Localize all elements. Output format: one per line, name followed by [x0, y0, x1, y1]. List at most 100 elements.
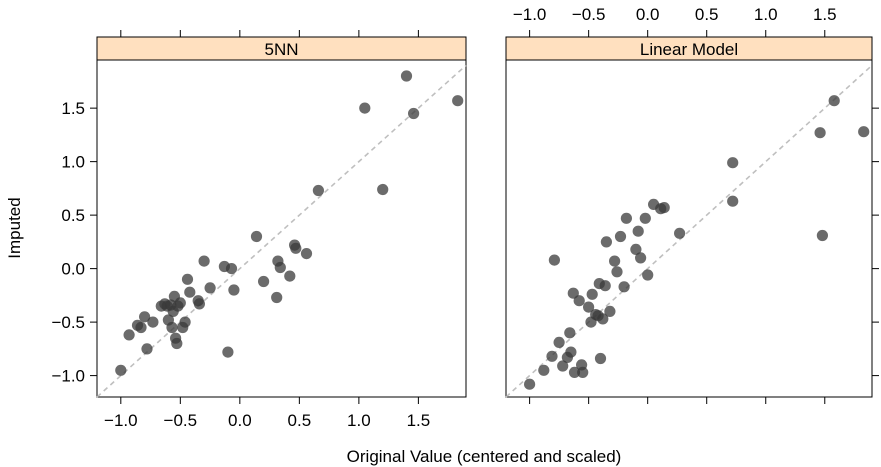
x-axis-top-ticks: [120, 30, 419, 37]
identity-reference-line: [505, 64, 873, 398]
x-tick-label-top: 0.5: [695, 5, 719, 24]
data-point: [452, 95, 464, 107]
data-point: [135, 321, 147, 334]
data-point: [139, 311, 151, 323]
identity-reference-line: [96, 64, 467, 398]
data-point: [658, 202, 670, 214]
data-point: [630, 243, 642, 255]
reference-line-group: [505, 64, 873, 398]
x-axis-top-ticks: −1.0 −0.5 0.0 0.5 1.0 1.5: [513, 5, 837, 37]
data-point: [312, 184, 324, 197]
data-point: [858, 126, 870, 138]
data-point: [609, 255, 621, 267]
data-point: [611, 266, 623, 278]
data-point: [377, 183, 389, 196]
points-group: [115, 70, 464, 376]
data-point: [577, 366, 589, 378]
data-point: [642, 269, 654, 281]
data-point: [359, 102, 371, 114]
data-point: [620, 212, 633, 224]
data-point: [632, 225, 644, 237]
data-point: [538, 364, 550, 376]
x-tick-label-top: −0.5: [572, 5, 606, 24]
y-tick-label: −1.0: [51, 367, 85, 386]
data-point: [174, 297, 186, 309]
data-point: [222, 346, 234, 358]
plot-area: [505, 59, 873, 398]
data-point: [300, 248, 313, 260]
data-point: [814, 127, 826, 139]
x-tick-label: 0.5: [288, 411, 312, 430]
data-point: [635, 252, 647, 264]
y-tick-label: 0.0: [61, 260, 85, 279]
data-point: [290, 242, 302, 254]
data-point: [284, 270, 296, 282]
x-tick-label: −0.5: [164, 411, 198, 430]
y-tick-label: 1.5: [61, 99, 85, 118]
data-point: [604, 305, 616, 317]
data-point: [828, 95, 840, 107]
x-tick-label: 1.0: [347, 411, 371, 430]
data-point: [674, 227, 686, 239]
x-tick-label-top: 1.5: [813, 5, 837, 24]
data-point: [600, 236, 613, 248]
data-point: [565, 346, 577, 358]
data-point: [274, 261, 286, 274]
data-point: [564, 327, 576, 339]
x-tick-label: −1.0: [104, 411, 138, 430]
data-point: [225, 263, 238, 275]
panel-linear-model: Linear Model −1.0 −0.5 0.0 0.5 1.0 1.5: [505, 5, 879, 404]
x-tick-label-top: −1.0: [513, 5, 547, 24]
data-point: [553, 336, 565, 348]
x-tick-label-top: 0.0: [636, 5, 660, 24]
data-point: [400, 70, 413, 82]
y-tick-label: 1.0: [61, 153, 85, 172]
data-point: [171, 337, 183, 350]
x-axis-bottom-ticks: −1.0 −0.5 0.0 0.5 1.0 1.5: [104, 397, 430, 430]
data-point: [614, 230, 627, 243]
data-point: [184, 286, 196, 298]
x-tick-label: 1.5: [407, 411, 431, 430]
data-point: [250, 230, 263, 243]
data-point: [557, 360, 569, 372]
data-point: [618, 281, 630, 293]
x-tick-label-top: 1.0: [754, 5, 778, 24]
y-axis-right-ticks: [872, 107, 879, 377]
data-point: [727, 195, 739, 207]
data-point: [166, 321, 178, 334]
panel-title: Linear Model: [640, 40, 738, 59]
data-point: [258, 275, 270, 288]
data-point: [181, 273, 194, 285]
points-group: [524, 95, 870, 390]
data-point: [639, 212, 651, 224]
data-point: [271, 291, 283, 304]
plot-area: [96, 59, 467, 398]
data-point: [583, 301, 595, 313]
data-point: [123, 329, 135, 341]
data-point: [115, 364, 127, 376]
reference-line-group: [96, 64, 467, 398]
data-point: [193, 298, 205, 310]
y-axis-left-ticks: −1.0 −0.5 0.0 0.5 1.0 1.5: [51, 99, 97, 386]
y-axis-title: Imputed: [5, 197, 24, 258]
data-point: [599, 280, 611, 292]
data-point: [179, 316, 191, 328]
data-point: [573, 295, 585, 307]
data-point: [546, 350, 558, 362]
data-point: [204, 282, 216, 294]
x-axis-title: Original Value (centered and scaled): [347, 447, 622, 466]
data-point: [198, 255, 210, 267]
data-point: [567, 287, 579, 299]
y-tick-label: 0.5: [61, 206, 85, 225]
data-point: [141, 343, 153, 355]
panel-5nn: 5NN −1.0 −0.5 0.0 0.5 1.0 1.5 −1.0 −0.5 0.0 0.5 1…: [51, 30, 467, 430]
x-axis-bottom-ticks: [529, 397, 826, 404]
data-point: [524, 378, 536, 390]
data-point: [568, 366, 581, 378]
data-point: [147, 316, 159, 328]
data-point: [594, 352, 607, 365]
data-point: [586, 288, 598, 300]
data-point: [597, 313, 609, 325]
data-point: [548, 254, 561, 266]
y-tick-label: −0.5: [51, 313, 85, 332]
